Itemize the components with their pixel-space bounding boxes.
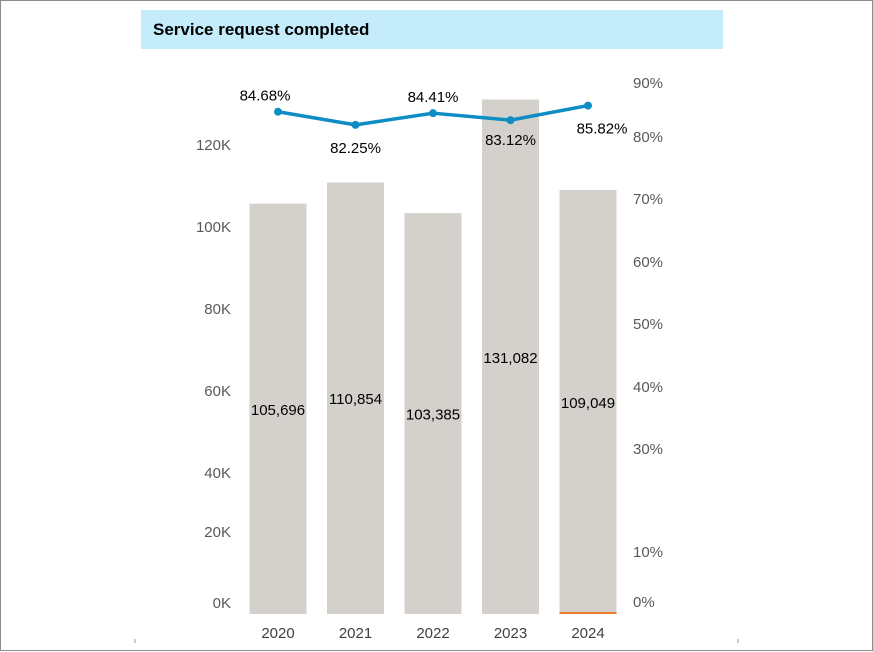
line-data-label: 85.82% xyxy=(577,121,628,138)
right-axis: 0% 10% 30% 40% 50% 60% 70% 80% 90% xyxy=(633,75,663,611)
x-axis-tick-label: 2023 xyxy=(494,625,527,642)
left-axis-tick-label: 40K xyxy=(204,465,231,482)
left-axis-tick-label: 20K xyxy=(204,524,231,541)
chart-title: Service request completed xyxy=(153,20,370,39)
bar-data-label: 110,854 xyxy=(329,391,382,408)
x-axis-tick-label: 2021 xyxy=(339,625,372,642)
bar-baseline-accent xyxy=(559,612,617,614)
bar xyxy=(482,99,539,615)
left-axis: 0K 20K 40K 60K 80K 100K 120K xyxy=(196,137,231,612)
line-data-label: 82.25% xyxy=(330,140,381,157)
left-axis-tick-label: 60K xyxy=(204,383,231,400)
x-axis-tick-label: 2020 xyxy=(261,625,294,642)
line-series: 84.68% 82.25% 84.41% 83.12% 85.82% xyxy=(240,88,628,157)
right-axis-tick-label: 90% xyxy=(633,75,663,92)
right-axis-tick-label: 70% xyxy=(633,191,663,208)
line-point xyxy=(506,116,515,125)
left-axis-tick-label: 80K xyxy=(204,301,231,318)
right-axis-tick-label: 30% xyxy=(633,441,663,458)
line-data-label: 83.12% xyxy=(485,132,536,149)
left-axis-tick-label: 0K xyxy=(213,595,231,612)
bar-data-label: 109,049 xyxy=(561,395,615,412)
bar xyxy=(249,203,307,614)
right-axis-tick-label: 40% xyxy=(633,379,663,396)
x-axis: 2020 2021 2022 2023 2024 xyxy=(261,625,604,642)
line-point xyxy=(584,101,592,110)
right-axis-tick-label: 0% xyxy=(633,594,655,611)
line-point xyxy=(429,109,437,118)
bar xyxy=(327,182,384,614)
left-axis-tick-label: 120K xyxy=(196,137,231,154)
right-axis-tick-label: 80% xyxy=(633,129,663,146)
line-point xyxy=(274,107,282,116)
bar xyxy=(559,189,617,614)
right-axis-tick-label: 50% xyxy=(633,316,663,333)
bar-data-label: 103,385 xyxy=(406,407,460,424)
line-data-label: 84.41% xyxy=(408,89,459,106)
x-axis-tick-label: 2024 xyxy=(571,625,604,642)
axis-marks xyxy=(134,639,739,643)
right-axis-tick-label: 10% xyxy=(633,544,663,561)
x-axis-tick-label: 2022 xyxy=(416,625,449,642)
bar xyxy=(404,213,462,614)
bar-series: 105,696 110,854 103,385 131,082 109,049 xyxy=(249,99,617,615)
bar-data-label: 131,082 xyxy=(483,350,537,367)
line-point xyxy=(351,120,360,129)
left-axis-tick-label: 100K xyxy=(196,219,231,236)
line-data-label: 84.68% xyxy=(240,88,291,105)
bar-data-label: 105,696 xyxy=(251,402,305,419)
right-axis-tick-label: 60% xyxy=(633,254,663,271)
chart-title-bar: Service request completed xyxy=(141,10,723,49)
